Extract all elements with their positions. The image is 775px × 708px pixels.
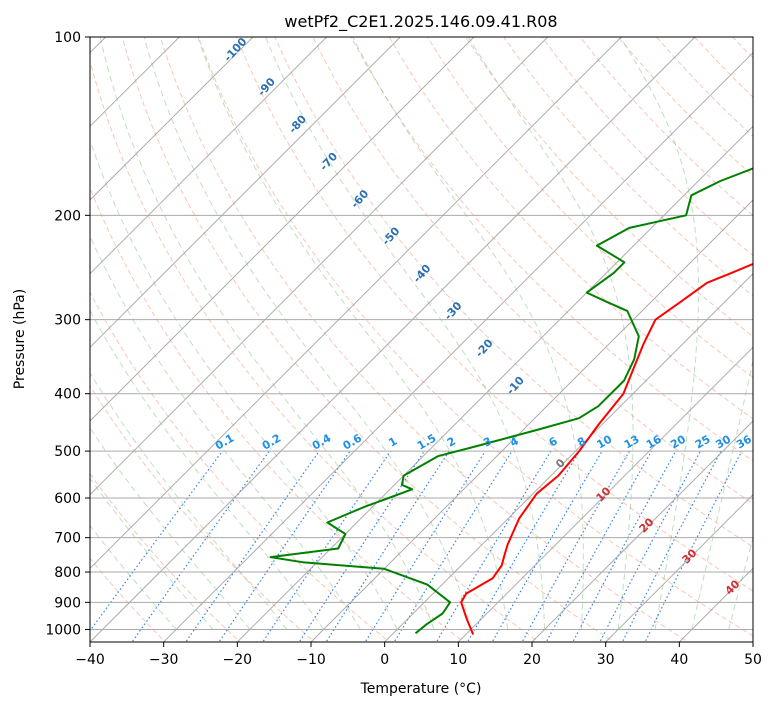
isotherm-line <box>457 346 753 642</box>
y-tick-label: 300 <box>54 313 81 329</box>
grid-lines <box>90 37 753 642</box>
dry-adiabat-line <box>90 384 316 642</box>
mixing-ratio-line <box>572 450 677 642</box>
x-tick-label: −40 <box>75 652 105 668</box>
dry-adiabat-line <box>90 59 540 642</box>
mixing-ratio-line <box>393 450 513 642</box>
isotherm-line <box>236 125 753 642</box>
y-tick-label: 800 <box>54 565 81 581</box>
isotherm-line <box>90 37 401 349</box>
y-axis-title: Pressure (hPa) <box>12 289 28 389</box>
series-group <box>269 167 753 635</box>
moist-adiabat-line <box>467 37 634 630</box>
mixing-ratio-line <box>90 450 223 632</box>
x-tick-label: −10 <box>296 652 326 668</box>
x-tick-label: 10 <box>449 652 467 668</box>
mixing-ratio-line <box>131 450 270 642</box>
y-tick-label: 400 <box>54 387 81 403</box>
moist-adiabat-line <box>197 37 509 630</box>
isotherm-line <box>163 51 753 642</box>
x-axis-title: Temperature (°C) <box>360 681 482 697</box>
mixing-ratio-line <box>466 450 580 642</box>
y-tick-label: 1000 <box>45 622 81 638</box>
isotherm-line <box>605 493 753 642</box>
moist-adiabat-line <box>90 427 251 630</box>
x-axis: −40 −30 −20 −10 0 10 20 30 40 50 <box>75 642 762 668</box>
moist-adiabat-line <box>99 37 435 630</box>
isotherm-line <box>752 641 753 642</box>
isotherm-line <box>90 37 475 422</box>
dry-adiabat-line <box>388 37 753 420</box>
x-tick-label: 40 <box>670 652 688 668</box>
isotherm-line <box>310 199 753 642</box>
moist-adiabat-line <box>90 309 324 630</box>
plot-area <box>90 37 753 642</box>
y-tick-label: 100 <box>54 30 81 46</box>
y-axis: 1000 900 800 700 600 500 400 300 200 100 <box>45 30 90 638</box>
x-tick-label: 0 <box>380 652 389 668</box>
moist-adiabat-line <box>143 37 472 630</box>
moist-adiabat-line <box>90 524 177 630</box>
isotherm-line <box>90 37 328 275</box>
x-tick-label: 30 <box>597 652 615 668</box>
moist-adiabat-line <box>90 477 214 630</box>
dewpoint-profile-line <box>269 167 753 635</box>
mixing-ratio-line <box>218 450 351 642</box>
dry-adiabat-line <box>465 37 753 338</box>
isotherm-line <box>531 420 753 642</box>
y-tick-label: 600 <box>54 491 81 507</box>
moist-adiabat-line <box>352 37 584 630</box>
moist-adiabat-line <box>265 37 546 630</box>
dry-adiabat-line <box>312 37 753 505</box>
isotherm-line <box>90 37 549 496</box>
dry-adiabat-line <box>771 37 775 644</box>
y-tick-label: 500 <box>54 444 81 460</box>
mixing-ratio-line <box>298 450 425 642</box>
plot-frame <box>89 36 754 643</box>
x-tick-label: 50 <box>744 652 762 668</box>
isotherm-line <box>90 37 696 642</box>
mixing-ratio-line <box>185 450 320 642</box>
y-tick-label: 200 <box>54 208 81 224</box>
dry-adiabat-line <box>274 37 753 548</box>
x-tick-label: −30 <box>149 652 179 668</box>
moist-adiabat-line <box>619 37 699 630</box>
mixing-ratio-line <box>325 450 450 642</box>
dry-adiabat-line <box>503 37 753 297</box>
y-tick-label: 900 <box>54 595 81 611</box>
moist-adiabat-line <box>691 358 753 630</box>
mixing-ratio-line <box>621 450 722 642</box>
chart-title: wetPf2_C2E1.2025.146.09.41.R08 <box>284 12 557 32</box>
moist-adiabat-line <box>728 536 753 630</box>
isotherm-line <box>90 37 622 570</box>
moist-adiabat-line <box>90 371 288 630</box>
isotherm-line <box>384 272 753 642</box>
x-tick-label: −20 <box>223 652 253 668</box>
temperature-profile-line <box>460 262 753 635</box>
isotherm-line <box>90 37 254 201</box>
dry-adiabat-line <box>236 37 753 592</box>
dry-adiabat-line <box>350 37 753 462</box>
mixing-ratio-line <box>599 450 702 642</box>
y-tick-label: 700 <box>54 531 81 547</box>
moist-adiabat-line <box>90 235 361 630</box>
moist-adiabat-line <box>90 138 398 630</box>
mixing-ratio-line <box>262 450 392 642</box>
x-tick-label: 20 <box>523 652 541 668</box>
